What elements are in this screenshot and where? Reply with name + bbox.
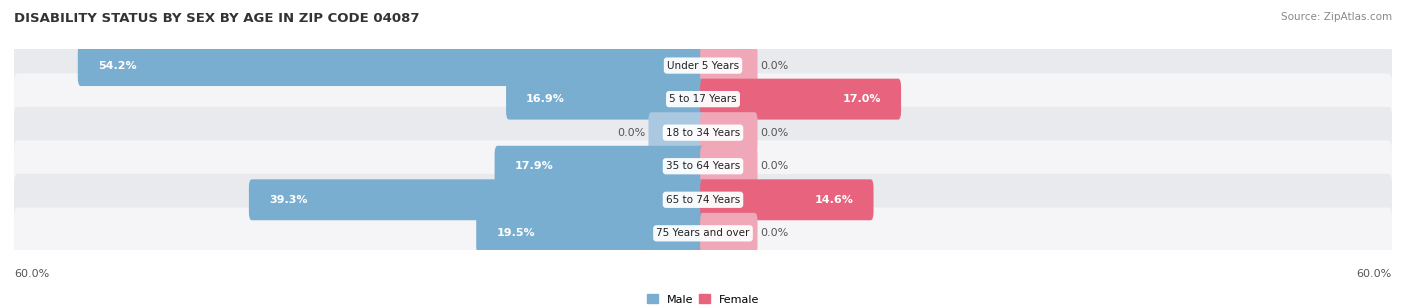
- Text: 0.0%: 0.0%: [761, 128, 789, 138]
- FancyBboxPatch shape: [14, 107, 1392, 159]
- FancyBboxPatch shape: [77, 45, 706, 86]
- Text: 75 Years and over: 75 Years and over: [657, 228, 749, 238]
- FancyBboxPatch shape: [495, 146, 706, 187]
- FancyBboxPatch shape: [14, 174, 1392, 226]
- Text: Under 5 Years: Under 5 Years: [666, 61, 740, 70]
- Text: 0.0%: 0.0%: [761, 61, 789, 70]
- Legend: Male, Female: Male, Female: [643, 290, 763, 305]
- FancyBboxPatch shape: [700, 112, 758, 153]
- FancyBboxPatch shape: [14, 73, 1392, 125]
- Text: 19.5%: 19.5%: [496, 228, 534, 238]
- FancyBboxPatch shape: [700, 179, 873, 220]
- Text: DISABILITY STATUS BY SEX BY AGE IN ZIP CODE 04087: DISABILITY STATUS BY SEX BY AGE IN ZIP C…: [14, 12, 419, 25]
- Text: 5 to 17 Years: 5 to 17 Years: [669, 94, 737, 104]
- Text: 60.0%: 60.0%: [1357, 268, 1392, 278]
- Text: 16.9%: 16.9%: [526, 94, 565, 104]
- Text: 0.0%: 0.0%: [617, 128, 645, 138]
- FancyBboxPatch shape: [477, 213, 706, 254]
- FancyBboxPatch shape: [506, 79, 706, 120]
- FancyBboxPatch shape: [700, 79, 901, 120]
- Text: 35 to 64 Years: 35 to 64 Years: [666, 161, 740, 171]
- Text: 0.0%: 0.0%: [761, 228, 789, 238]
- Text: 0.0%: 0.0%: [761, 161, 789, 171]
- FancyBboxPatch shape: [700, 45, 758, 86]
- FancyBboxPatch shape: [14, 40, 1392, 92]
- Text: 17.9%: 17.9%: [515, 161, 554, 171]
- Text: 17.0%: 17.0%: [842, 94, 882, 104]
- Text: 65 to 74 Years: 65 to 74 Years: [666, 195, 740, 205]
- Text: 60.0%: 60.0%: [14, 268, 49, 278]
- FancyBboxPatch shape: [700, 213, 758, 254]
- Text: 39.3%: 39.3%: [269, 195, 308, 205]
- Text: 18 to 34 Years: 18 to 34 Years: [666, 128, 740, 138]
- FancyBboxPatch shape: [14, 140, 1392, 192]
- FancyBboxPatch shape: [249, 179, 706, 220]
- FancyBboxPatch shape: [700, 146, 758, 187]
- FancyBboxPatch shape: [648, 112, 706, 153]
- FancyBboxPatch shape: [14, 207, 1392, 259]
- Text: 14.6%: 14.6%: [814, 195, 853, 205]
- Text: Source: ZipAtlas.com: Source: ZipAtlas.com: [1281, 12, 1392, 22]
- Text: 54.2%: 54.2%: [98, 61, 136, 70]
